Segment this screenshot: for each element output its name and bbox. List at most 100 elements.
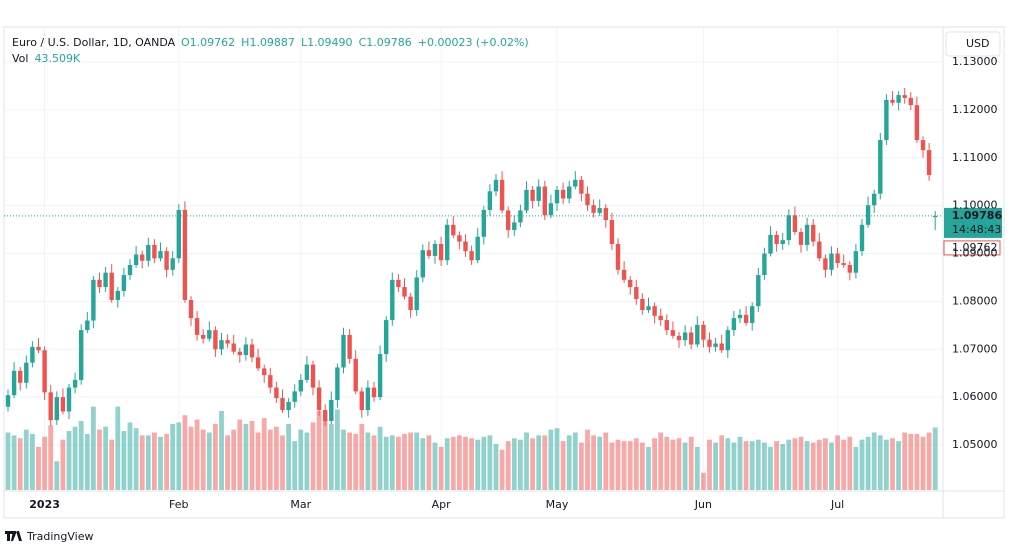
candle-body xyxy=(103,272,108,288)
volume-bar xyxy=(688,436,694,490)
volume-bar xyxy=(298,429,304,490)
volume-bar xyxy=(206,432,212,490)
volume-bar xyxy=(359,423,365,490)
candle-body xyxy=(286,401,291,411)
change-value: +0.00023 (+0.02%) xyxy=(418,36,529,49)
x-tick-label: Jul xyxy=(830,498,844,511)
volume-bar xyxy=(493,444,499,490)
currency-button[interactable] xyxy=(945,31,1001,57)
candle-body xyxy=(658,315,663,321)
candle-body xyxy=(628,279,633,288)
x-tick-label: Mar xyxy=(290,498,311,511)
close-value: C1.09786 xyxy=(359,36,412,49)
candle-body xyxy=(5,395,11,407)
volume-bar xyxy=(158,436,163,490)
volume-bar xyxy=(487,435,493,490)
candle-body xyxy=(146,244,151,261)
volume-bar xyxy=(749,441,755,490)
open-price-tag xyxy=(943,240,1001,256)
candle-body xyxy=(390,279,395,321)
candle-body xyxy=(213,330,218,350)
volume-bar xyxy=(633,438,639,490)
volume-bar xyxy=(475,439,481,490)
candle-body xyxy=(414,277,419,311)
currency[interactable]: USD xyxy=(966,37,990,50)
candle-body xyxy=(463,241,468,252)
volume-bar xyxy=(60,439,66,490)
candle-body xyxy=(713,343,718,347)
volume-bar xyxy=(286,423,291,490)
volume-bar xyxy=(91,406,96,490)
header: Euro / U.S. Dollar, 1D, OANDA O1.09762 H1.… xyxy=(12,36,529,49)
volume-bar xyxy=(97,429,102,490)
candle-body xyxy=(432,243,438,256)
volume-bar xyxy=(261,418,267,490)
volume-bar xyxy=(219,410,224,490)
y-tick-label: 1.07000 xyxy=(952,342,998,355)
candle-body xyxy=(512,222,517,231)
candle-body xyxy=(194,318,200,335)
candle-body xyxy=(426,250,432,256)
candle-body xyxy=(585,193,590,206)
volume-bar xyxy=(719,435,725,490)
volume-bar xyxy=(884,439,889,490)
volume-bar xyxy=(865,436,871,490)
candle-body xyxy=(786,215,791,241)
volume-bar xyxy=(646,446,651,490)
x-tick-label: 2023 xyxy=(29,498,60,511)
y-tick-label: 1.08000 xyxy=(952,294,998,307)
volume-name: Vol xyxy=(12,52,28,65)
candle-body xyxy=(359,391,364,411)
volume-bar xyxy=(139,435,145,490)
candle-body xyxy=(170,258,175,270)
candle-body xyxy=(24,362,29,383)
candle-body xyxy=(475,236,480,261)
volume-bar xyxy=(755,439,761,490)
volume-bar xyxy=(11,435,17,490)
volume-bar xyxy=(560,441,566,490)
candle-body xyxy=(634,287,639,300)
volume-bar xyxy=(670,439,676,490)
volume-bar xyxy=(615,439,621,490)
candle-body xyxy=(725,330,730,351)
volume-bar xyxy=(267,429,273,490)
candle-body xyxy=(347,334,352,359)
volume-bar xyxy=(213,423,218,490)
last-price-tag xyxy=(944,207,1002,238)
candle-body xyxy=(737,314,743,319)
volume-value: 43.509K xyxy=(34,52,80,65)
volume-bar xyxy=(225,435,230,490)
candle-body xyxy=(219,340,224,350)
open-value: O1.09762 xyxy=(181,36,235,49)
candle-body xyxy=(682,332,688,341)
volume-bar xyxy=(48,425,54,490)
candle-body xyxy=(188,299,194,319)
brand-logo xyxy=(5,531,22,541)
volume-bar xyxy=(444,438,450,490)
candle-body xyxy=(774,234,779,244)
candle-body xyxy=(762,253,767,276)
volume-bar xyxy=(658,432,664,490)
candle-body xyxy=(469,251,474,261)
volume-bar xyxy=(835,435,840,490)
volume-bar xyxy=(731,442,737,490)
x-tick-label: Apr xyxy=(432,498,452,511)
volume-bar xyxy=(737,436,743,490)
volume-bar xyxy=(255,432,261,490)
candle-body xyxy=(249,344,255,358)
volume-bar xyxy=(505,441,511,490)
volume-bar xyxy=(316,410,322,490)
volume-bar xyxy=(798,436,804,490)
volume-bar xyxy=(438,446,444,490)
volume-bar xyxy=(701,472,706,490)
volume-bar xyxy=(823,438,828,490)
volume-bar xyxy=(786,439,792,490)
volume-bar xyxy=(640,442,645,490)
volume-bar xyxy=(932,427,938,490)
candle-body xyxy=(487,191,493,210)
volume-bar xyxy=(518,439,523,490)
candle-body xyxy=(926,150,932,176)
volume-bar xyxy=(341,429,346,490)
volume-bar xyxy=(566,435,572,490)
